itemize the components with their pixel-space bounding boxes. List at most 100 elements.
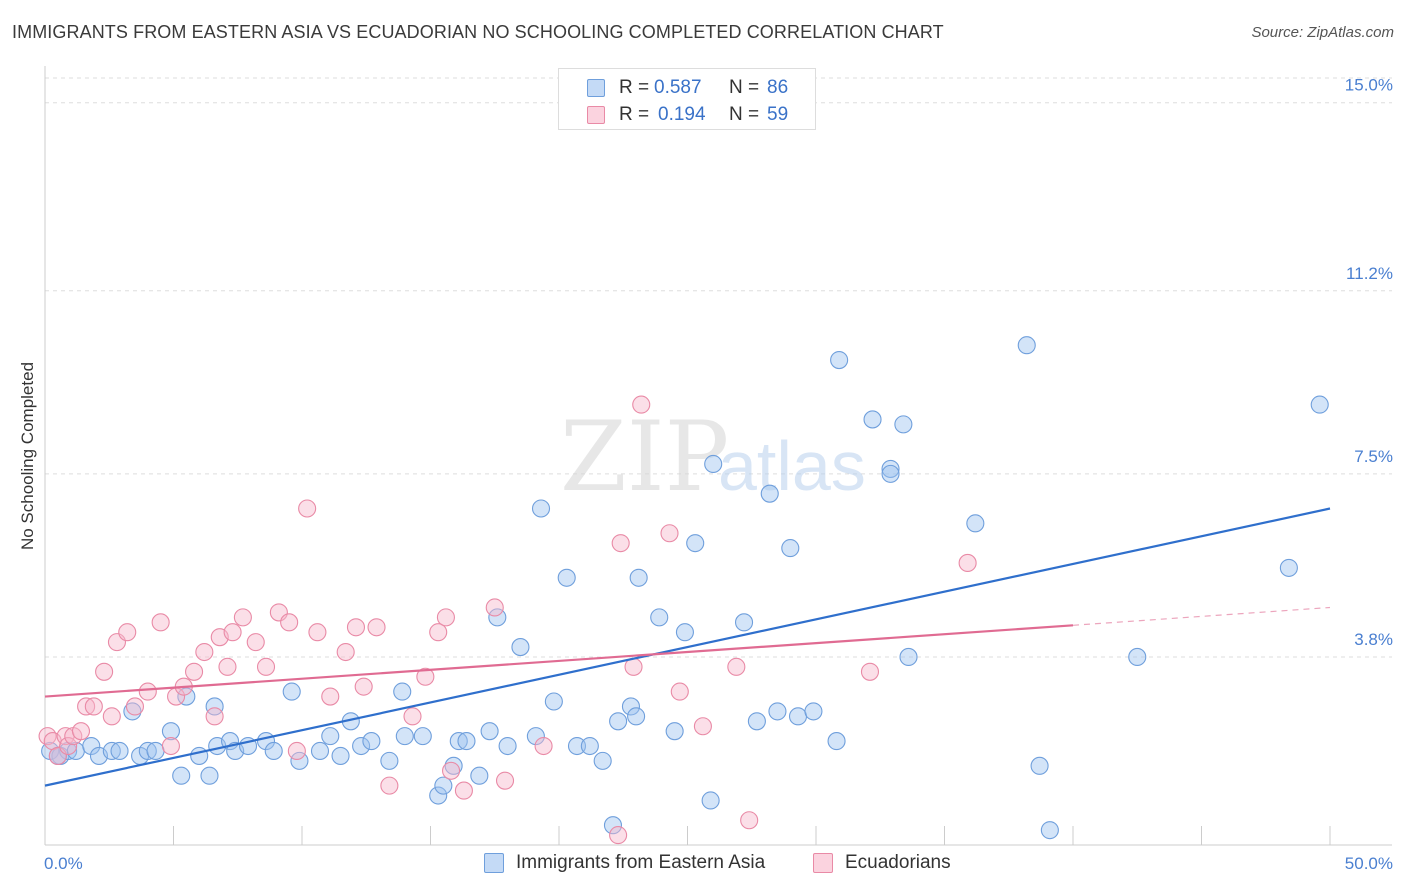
point-ecuadorian — [740, 811, 759, 830]
point-ecuadorian — [670, 682, 689, 701]
y-tick-labels: 3.8% 7.5% 11.2% 15.0% — [1345, 76, 1393, 649]
point-eastern-asia — [82, 736, 101, 756]
point-eastern-asia — [331, 746, 350, 765]
point-eastern-asia — [804, 702, 823, 721]
trend-line-ecuadorian — [44, 624, 1074, 698]
legend-swatch-blue — [484, 853, 504, 873]
point-eastern-asia — [321, 727, 340, 746]
point-eastern-asia — [704, 454, 723, 474]
point-ecuadorian — [38, 727, 57, 746]
point-ecuadorian — [436, 608, 455, 627]
point-eastern-asia — [881, 459, 900, 478]
point-eastern-asia — [172, 766, 191, 785]
point-ecuadorian — [485, 598, 504, 617]
point-ecuadorian — [442, 761, 461, 780]
point-eastern-asia — [102, 741, 121, 761]
source-credit: Source: ZipAtlas.com — [1251, 24, 1394, 41]
trend-line-ecuadorian-extension — [1072, 606, 1331, 626]
point-ecuadorian — [429, 623, 448, 642]
point-ecuadorian — [77, 697, 96, 716]
point-eastern-asia — [894, 415, 913, 434]
point-eastern-asia — [830, 351, 849, 370]
point-eastern-asia — [899, 647, 918, 667]
point-eastern-asia — [413, 727, 432, 746]
point-ecuadorian — [367, 618, 386, 637]
point-ecuadorian — [205, 707, 224, 726]
point-eastern-asia — [200, 766, 219, 785]
point-eastern-asia — [393, 682, 412, 701]
point-eastern-asia — [567, 736, 587, 756]
point-eastern-asia — [1279, 558, 1298, 577]
point-eastern-asia — [544, 692, 563, 711]
point-ecuadorian — [336, 642, 355, 662]
point-ecuadorian — [860, 662, 880, 681]
y-tick-label: 11.2% — [1346, 264, 1393, 283]
legend-swatch-pink — [813, 853, 833, 873]
point-ecuadorian — [495, 771, 515, 790]
point-eastern-asia — [429, 786, 448, 805]
data-points — [38, 336, 1329, 845]
point-eastern-asia — [621, 697, 641, 716]
point-eastern-asia — [760, 484, 779, 503]
point-eastern-asia — [629, 568, 648, 587]
point-eastern-asia — [395, 727, 414, 746]
point-ecuadorian — [125, 697, 144, 716]
legend-label: Immigrants from Eastern Asia — [516, 852, 766, 873]
point-ecuadorian — [416, 667, 435, 686]
point-eastern-asia — [531, 499, 551, 518]
point-ecuadorian — [84, 697, 103, 716]
point-eastern-asia — [449, 732, 468, 751]
point-eastern-asia — [1040, 821, 1059, 840]
correlation-legend: R = 0.587 N = 86 R = 0.194 N = 59 — [558, 68, 816, 130]
r-label: R = — [619, 77, 650, 98]
point-eastern-asia — [686, 534, 705, 553]
point-ecuadorian — [308, 623, 327, 642]
watermark-zip: ZIP — [560, 401, 729, 513]
point-eastern-asia — [264, 741, 283, 761]
point-ecuadorian — [246, 633, 265, 652]
point-eastern-asia — [1310, 395, 1329, 414]
point-eastern-asia — [557, 568, 576, 587]
point-eastern-asia — [310, 741, 330, 761]
point-eastern-asia — [146, 741, 165, 761]
point-eastern-asia — [526, 727, 545, 746]
legend-swatch-pink — [587, 106, 605, 124]
point-ecuadorian — [161, 736, 180, 756]
n-value: 59 — [767, 104, 789, 125]
point-ecuadorian — [218, 657, 237, 676]
point-eastern-asia — [609, 712, 628, 731]
x-tick-labels: 0.0% 50.0% — [44, 854, 1393, 873]
legend-swatch-blue — [587, 79, 605, 97]
point-ecuadorian — [287, 741, 306, 761]
point-eastern-asia — [768, 702, 787, 721]
point-ecuadorian — [346, 618, 366, 637]
point-eastern-asia — [966, 514, 985, 533]
point-ecuadorian — [693, 717, 712, 736]
grid-lines — [45, 77, 1392, 658]
point-ecuadorian — [380, 776, 399, 795]
point-eastern-asia — [665, 722, 684, 741]
point-eastern-asia — [282, 682, 301, 701]
r-value: 0.587 — [654, 77, 702, 98]
x-tick-label: 0.0% — [44, 854, 83, 873]
point-eastern-asia — [701, 791, 720, 810]
point-eastern-asia — [205, 697, 224, 716]
y-tick-label: 3.8% — [1354, 630, 1393, 649]
point-eastern-asia — [781, 539, 800, 558]
point-eastern-asia — [511, 638, 530, 657]
legend-label: Ecuadorians — [845, 852, 951, 873]
point-eastern-asia — [627, 707, 646, 726]
point-ecuadorian — [298, 499, 317, 518]
point-ecuadorian — [95, 662, 114, 681]
n-value: 86 — [767, 77, 789, 98]
point-eastern-asia — [603, 816, 623, 835]
point-ecuadorian — [727, 657, 746, 676]
point-eastern-asia — [863, 410, 882, 429]
point-eastern-asia — [788, 707, 808, 726]
axes — [44, 66, 1392, 846]
point-eastern-asia — [650, 608, 669, 627]
point-ecuadorian — [151, 613, 170, 632]
point-ecuadorian — [611, 534, 630, 553]
point-eastern-asia — [480, 722, 499, 741]
point-ecuadorian — [59, 736, 78, 756]
